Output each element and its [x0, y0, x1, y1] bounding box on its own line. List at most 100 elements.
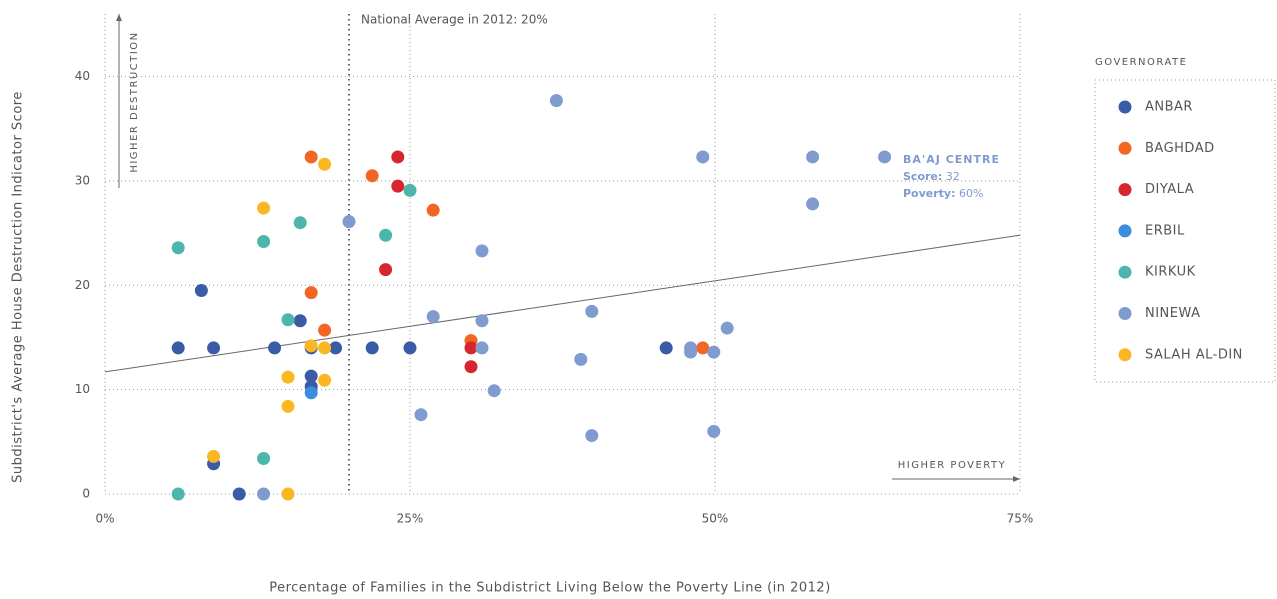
- y-tick-label: 40: [75, 69, 90, 83]
- legend-label: BAGHDAD: [1145, 141, 1215, 156]
- legend-swatch: [1118, 265, 1132, 279]
- point: [281, 399, 295, 413]
- legend-label: KIRKUK: [1145, 265, 1196, 280]
- x-tick-label: 75%: [1007, 512, 1034, 526]
- point: [171, 241, 185, 255]
- point: [318, 341, 332, 355]
- point: [281, 487, 295, 501]
- point: [281, 370, 295, 384]
- legend-label: ERBIL: [1145, 223, 1185, 238]
- legend-box: [1094, 79, 1276, 383]
- legend-title: GOVERNORATE: [1095, 57, 1187, 68]
- x-tick-label: 0%: [95, 512, 114, 526]
- point: [464, 360, 478, 374]
- x-tick-label: 50%: [702, 512, 729, 526]
- point: [475, 314, 489, 328]
- callout-score: Score: 32: [903, 170, 960, 183]
- point: [585, 304, 599, 318]
- point: [878, 150, 892, 164]
- callout-poverty-value: 60%: [959, 187, 983, 200]
- point: [207, 341, 221, 355]
- point: [304, 150, 318, 164]
- y-axis-label: Subdistrict's Average House Destruction …: [11, 91, 26, 483]
- legend-label: ANBAR: [1145, 100, 1193, 115]
- point: [585, 429, 599, 443]
- point: [257, 452, 271, 466]
- point: [318, 323, 332, 337]
- y-tick-label: 20: [75, 278, 90, 292]
- point: [304, 286, 318, 300]
- callout: BA'AJ CENTRE Score: 32 Poverty: 60%: [903, 153, 1000, 200]
- point: [268, 341, 282, 355]
- legend-swatch: [1118, 183, 1132, 197]
- callout-name: BA'AJ CENTRE: [903, 153, 1000, 166]
- legend-swatch: [1118, 224, 1132, 238]
- point: [379, 263, 393, 277]
- point: [318, 373, 332, 387]
- point: [257, 487, 271, 501]
- point: [720, 321, 734, 335]
- point: [806, 197, 820, 211]
- point: [487, 384, 501, 398]
- point: [171, 341, 185, 355]
- point: [549, 94, 563, 108]
- point: [207, 449, 221, 463]
- point: [365, 169, 379, 183]
- point: [414, 408, 428, 422]
- point: [318, 157, 332, 171]
- point: [696, 341, 710, 355]
- callout-poverty-label: Poverty:: [903, 187, 956, 200]
- point: [391, 150, 405, 164]
- x-axis-label: Percentage of Families in the Subdistric…: [269, 581, 831, 596]
- point: [257, 201, 271, 215]
- point: [329, 341, 343, 355]
- callout-score-value: 32: [946, 170, 960, 183]
- legend-label: DIYALA: [1145, 182, 1194, 197]
- trendline: [104, 234, 1021, 373]
- legend-label: SALAH AL-DIN: [1145, 347, 1243, 362]
- point: [659, 341, 673, 355]
- point: [403, 341, 417, 355]
- callout-score-label: Score:: [903, 170, 942, 183]
- point: [365, 341, 379, 355]
- y-tick-label: 10: [75, 382, 90, 396]
- point: [684, 345, 698, 359]
- point: [391, 179, 405, 193]
- point: [293, 216, 307, 230]
- point: [464, 341, 478, 355]
- point: [475, 244, 489, 258]
- point: [475, 341, 489, 355]
- legend-swatch: [1118, 141, 1132, 155]
- point: [707, 345, 721, 359]
- legend-swatch: [1118, 348, 1132, 362]
- point: [426, 203, 440, 217]
- point: [342, 215, 356, 229]
- point: [574, 352, 588, 366]
- legend-swatch: [1118, 100, 1132, 114]
- point: [171, 487, 185, 501]
- y-tick-label: 0: [82, 487, 90, 501]
- y-tick-label: 30: [75, 173, 90, 187]
- point: [304, 339, 318, 353]
- point: [806, 150, 820, 164]
- point: [403, 183, 417, 197]
- y-arrow-label: HIGHER DESTRUCTION: [129, 31, 140, 172]
- x-arrow-label: HIGHER POVERTY: [898, 460, 1007, 471]
- point: [304, 386, 318, 400]
- point: [379, 228, 393, 242]
- point: [194, 284, 208, 298]
- point: [293, 314, 307, 328]
- point: [257, 234, 271, 248]
- legend-label: NINEWA: [1145, 306, 1201, 321]
- x-tick-label: 25%: [397, 512, 424, 526]
- point: [304, 369, 318, 383]
- point: [232, 487, 246, 501]
- callout-poverty: Poverty: 60%: [903, 187, 983, 200]
- point: [281, 313, 295, 327]
- reference-label: National Average in 2012: 20%: [361, 13, 548, 27]
- point: [696, 150, 710, 164]
- point: [707, 424, 721, 438]
- point: [426, 310, 440, 324]
